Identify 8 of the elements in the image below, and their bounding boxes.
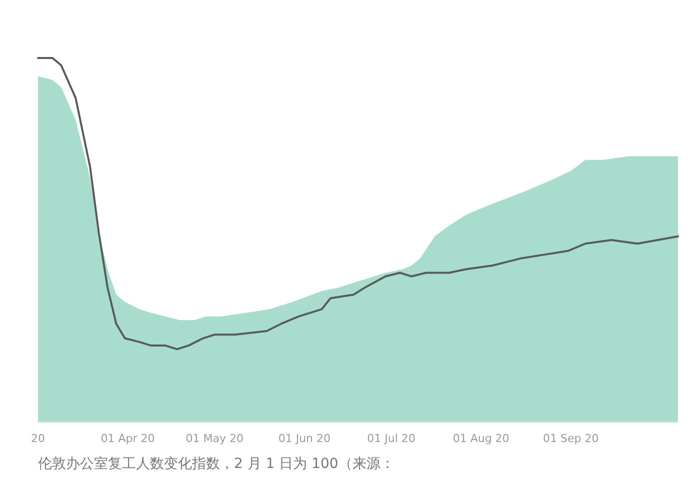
x-tick-label: 01 Jul 20: [367, 432, 416, 445]
x-tick-label: 20: [31, 432, 45, 445]
x-tick-label: 01 Apr 20: [100, 432, 155, 445]
text: 伦敦办公室复工人数变化指数，2 月 1 日为 100（来源：: [38, 456, 394, 472]
x-tick-label: 01 Aug 20: [452, 432, 510, 445]
x-tick-label: 01 Jun 20: [278, 432, 331, 445]
x-tick-label: 01 Sep 20: [542, 432, 599, 445]
x-tick-label: 01 May 20: [186, 432, 244, 445]
